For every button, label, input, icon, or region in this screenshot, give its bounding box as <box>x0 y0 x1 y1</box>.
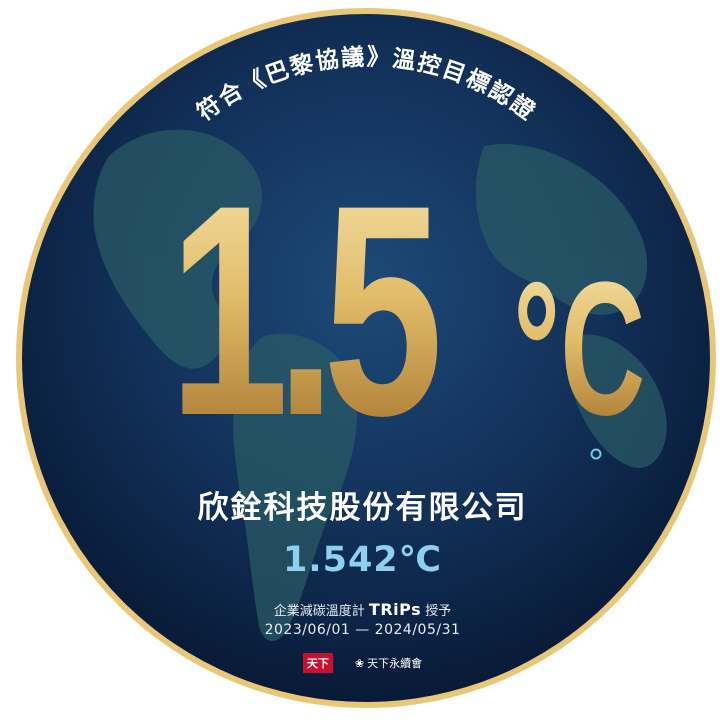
publisher-logos: 天下 ❀ 天下永續會 <box>0 653 725 673</box>
csr-logo: ❀ 天下永續會 <box>355 655 422 671</box>
big-temperature: 1.5 °C <box>169 143 645 478</box>
big-unit: °C <box>513 243 645 455</box>
big-number: 1.5 <box>169 143 438 478</box>
cw-logo: 天下 <box>302 653 333 673</box>
trips-brand: TRiPs <box>368 600 422 619</box>
leaf-icon: ❀ <box>354 656 365 670</box>
certification-seal: 符合《巴黎協議》溫控目標認證 1.5 °C <box>16 8 716 708</box>
grant-prefix: 企業減碳溫度計 <box>273 604 365 619</box>
continents <box>93 129 667 641</box>
company-temperature: 1.542℃ <box>282 540 443 580</box>
grant-suffix: 授予 <box>425 604 452 619</box>
validity-period: 2023/06/01 — 2024/05/31 <box>264 622 461 638</box>
grant-line: 企業減碳溫度計 TRiPs 授予 <box>0 600 725 619</box>
company-name: 欣銓科技股份有限公司 <box>197 490 528 526</box>
divider-end-dot <box>590 448 602 460</box>
csr-logo-text: 天下永續會 <box>367 657 423 670</box>
